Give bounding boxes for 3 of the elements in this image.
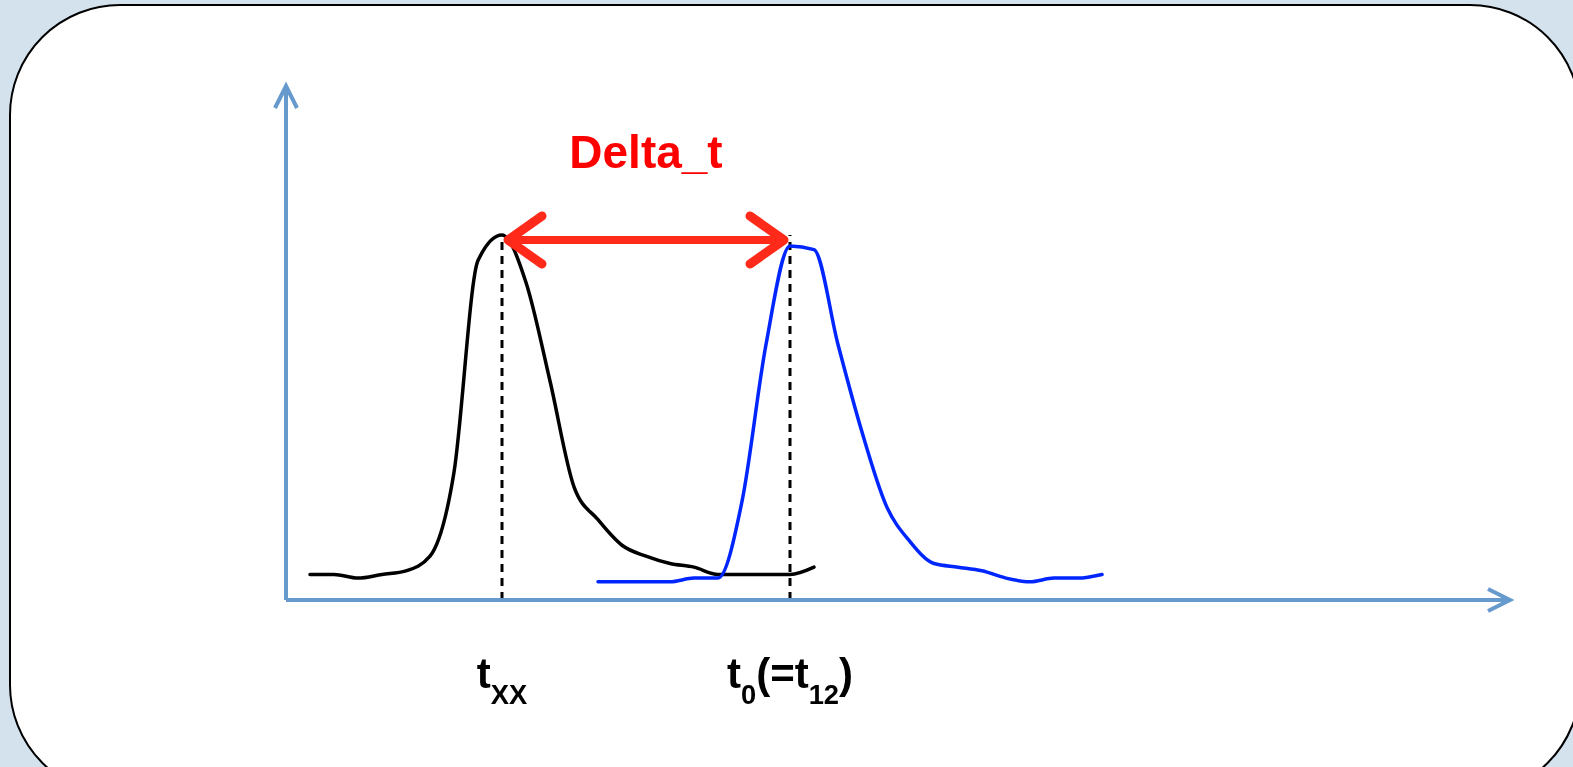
text: Delta_t xyxy=(569,126,723,178)
x-tick-label: t$_{XX}$ xyxy=(476,650,528,710)
x-tick-label: t$_{0}$(=t$_{12}$) xyxy=(726,650,854,710)
